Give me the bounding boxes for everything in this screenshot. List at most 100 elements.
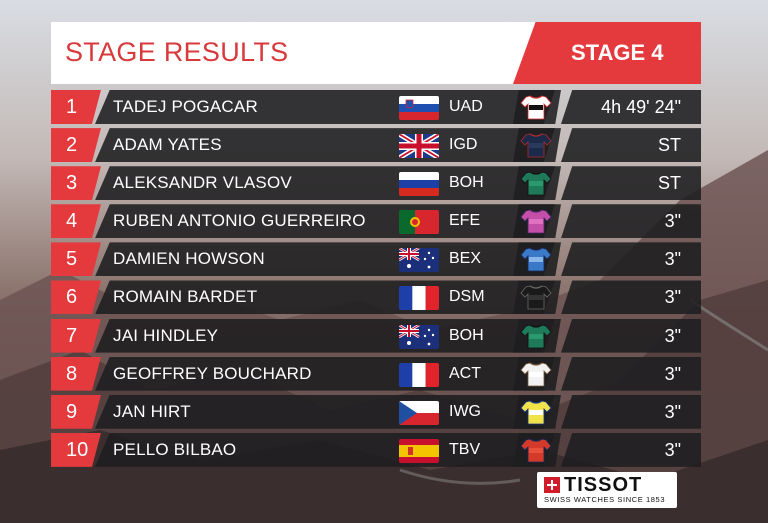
rider-cell (95, 394, 555, 429)
spain-flag-icon (399, 438, 439, 463)
russia-flag-icon (399, 172, 439, 197)
team-jersey-icon (520, 437, 552, 463)
czech-flag-icon (399, 400, 439, 425)
rider-cell (95, 432, 555, 467)
rider-name: JAN HIRT (113, 401, 191, 421)
rider-name: ALEKSANDR VLASOV (113, 173, 292, 193)
results-row: 5 DAMIEN HOWSON BEX 3" (51, 242, 701, 277)
results-row: 1 TADEJ POGACAR UAD 4h 49' 24" (51, 90, 701, 124)
rider-cell (95, 242, 555, 277)
time-cell: ST (561, 166, 701, 201)
finish-time: 3" (664, 439, 681, 460)
time-cell: 4h 49' 24" (561, 90, 701, 124)
united-kingdom-flag-icon (399, 134, 439, 159)
rider-cell (95, 318, 555, 353)
results-row: 10 PELLO BILBAO TBV 3" (51, 432, 701, 467)
sponsor-logo: TISSOT SWISS WATCHES SINCE 1853 (537, 472, 677, 508)
team-jersey-icon (520, 323, 552, 349)
rider-name: ADAM YATES (113, 135, 222, 155)
time-cell: 3" (561, 394, 701, 429)
finish-time: 3" (664, 287, 681, 308)
australia-flag-icon (399, 248, 439, 273)
rider-cell (95, 166, 555, 201)
rider-name: PELLO BILBAO (113, 439, 237, 459)
position-number: 6 (51, 280, 101, 315)
header-title-box: STAGE RESULTS (51, 22, 571, 84)
position-number: 1 (51, 90, 101, 124)
france-flag-icon (399, 286, 439, 311)
team-jersey-icon (520, 284, 552, 310)
finish-time: ST (657, 173, 681, 194)
page-title: STAGE RESULTS (65, 37, 289, 67)
team-code: TBV (449, 440, 481, 458)
rider-name: DAMIEN HOWSON (113, 249, 265, 269)
sponsor-tagline: SWISS WATCHES SINCE 1853 (544, 495, 666, 504)
tissot-cross-icon (544, 477, 560, 493)
time-cell: 3" (561, 242, 701, 277)
rider-name: TADEJ POGACAR (113, 97, 258, 116)
position-number: 9 (51, 394, 101, 429)
time-cell: ST (561, 128, 701, 163)
rider-name: JAI HINDLEY (113, 325, 219, 345)
portugal-flag-icon (399, 210, 439, 235)
finish-time: 3" (664, 401, 681, 422)
position-number: 7 (51, 318, 101, 353)
time-cell: 3" (561, 280, 701, 315)
finish-time: 4h 49' 24" (601, 97, 681, 117)
results-table: 1 TADEJ POGACAR UAD 4h 49' 24" 2 ADAM YATES IG… (51, 90, 701, 471)
results-row: 7 JAI HINDLEY BOH 3" (51, 318, 701, 353)
rider-cell (95, 90, 555, 124)
rider-name: GEOFFREY BOUCHARD (113, 363, 312, 383)
rider-name: RUBEN ANTONIO GUERREIRO (113, 211, 366, 231)
slovenia-flag-icon (399, 96, 439, 120)
results-row: 6 ROMAIN BARDET DSM 3" (51, 280, 701, 315)
time-cell: 3" (561, 356, 701, 391)
team-code: BOH (449, 174, 484, 192)
team-code: EFE (449, 212, 481, 230)
sponsor-name: TISSOT (564, 474, 643, 496)
results-row: 2 ADAM YATES IGD ST (51, 128, 701, 163)
team-code: UAD (449, 98, 483, 115)
rider-cell (95, 204, 555, 239)
results-header: STAGE RESULTS STAGE 4 (51, 22, 701, 86)
team-jersey-icon (520, 132, 552, 158)
results-row: 9 JAN HIRT IWG 3" (51, 394, 701, 429)
team-code: ACT (449, 364, 481, 382)
time-cell: 3" (561, 432, 701, 467)
team-code: DSM (449, 288, 485, 306)
team-jersey-icon (520, 361, 552, 387)
rider-name: ROMAIN BARDET (113, 287, 258, 307)
position-number: 8 (51, 356, 101, 391)
team-code: BEX (449, 250, 482, 268)
results-row: 3 ALEKSANDR VLASOV BOH ST (51, 166, 701, 201)
rider-cell (95, 128, 555, 163)
finish-time: 3" (664, 249, 681, 270)
stage-label: STAGE 4 (571, 40, 664, 65)
finish-time: 3" (664, 363, 681, 384)
time-cell: 3" (561, 204, 701, 239)
results-row: 8 GEOFFREY BOUCHARD ACT 3" (51, 356, 701, 391)
rider-cell (95, 280, 555, 315)
position-number: 2 (51, 128, 101, 163)
finish-time: 3" (664, 325, 681, 346)
rider-cell (95, 356, 555, 391)
team-jersey-icon (520, 246, 552, 272)
finish-time: 3" (664, 211, 681, 232)
team-jersey-icon (520, 170, 552, 196)
position-number: 10 (51, 432, 101, 467)
team-code: IWG (449, 402, 481, 420)
team-jersey-icon (520, 208, 552, 234)
team-jersey-icon (520, 399, 552, 425)
position-number: 3 (51, 166, 101, 201)
position-number: 5 (51, 242, 101, 277)
france-flag-icon (399, 362, 439, 387)
results-row: 4 RUBEN ANTONIO GUERREIRO EFE 3" (51, 204, 701, 239)
time-cell: 3" (561, 318, 701, 353)
position-number: 4 (51, 204, 101, 239)
team-code: IGD (449, 136, 478, 154)
stage-badge: STAGE 4 (513, 22, 701, 84)
australia-flag-icon (399, 324, 439, 349)
finish-time: ST (657, 135, 681, 156)
team-code: BOH (449, 326, 484, 344)
stage-results-panel: STAGE RESULTS STAGE 4 1 TADEJ POGACAR UAD 4… (51, 22, 701, 467)
